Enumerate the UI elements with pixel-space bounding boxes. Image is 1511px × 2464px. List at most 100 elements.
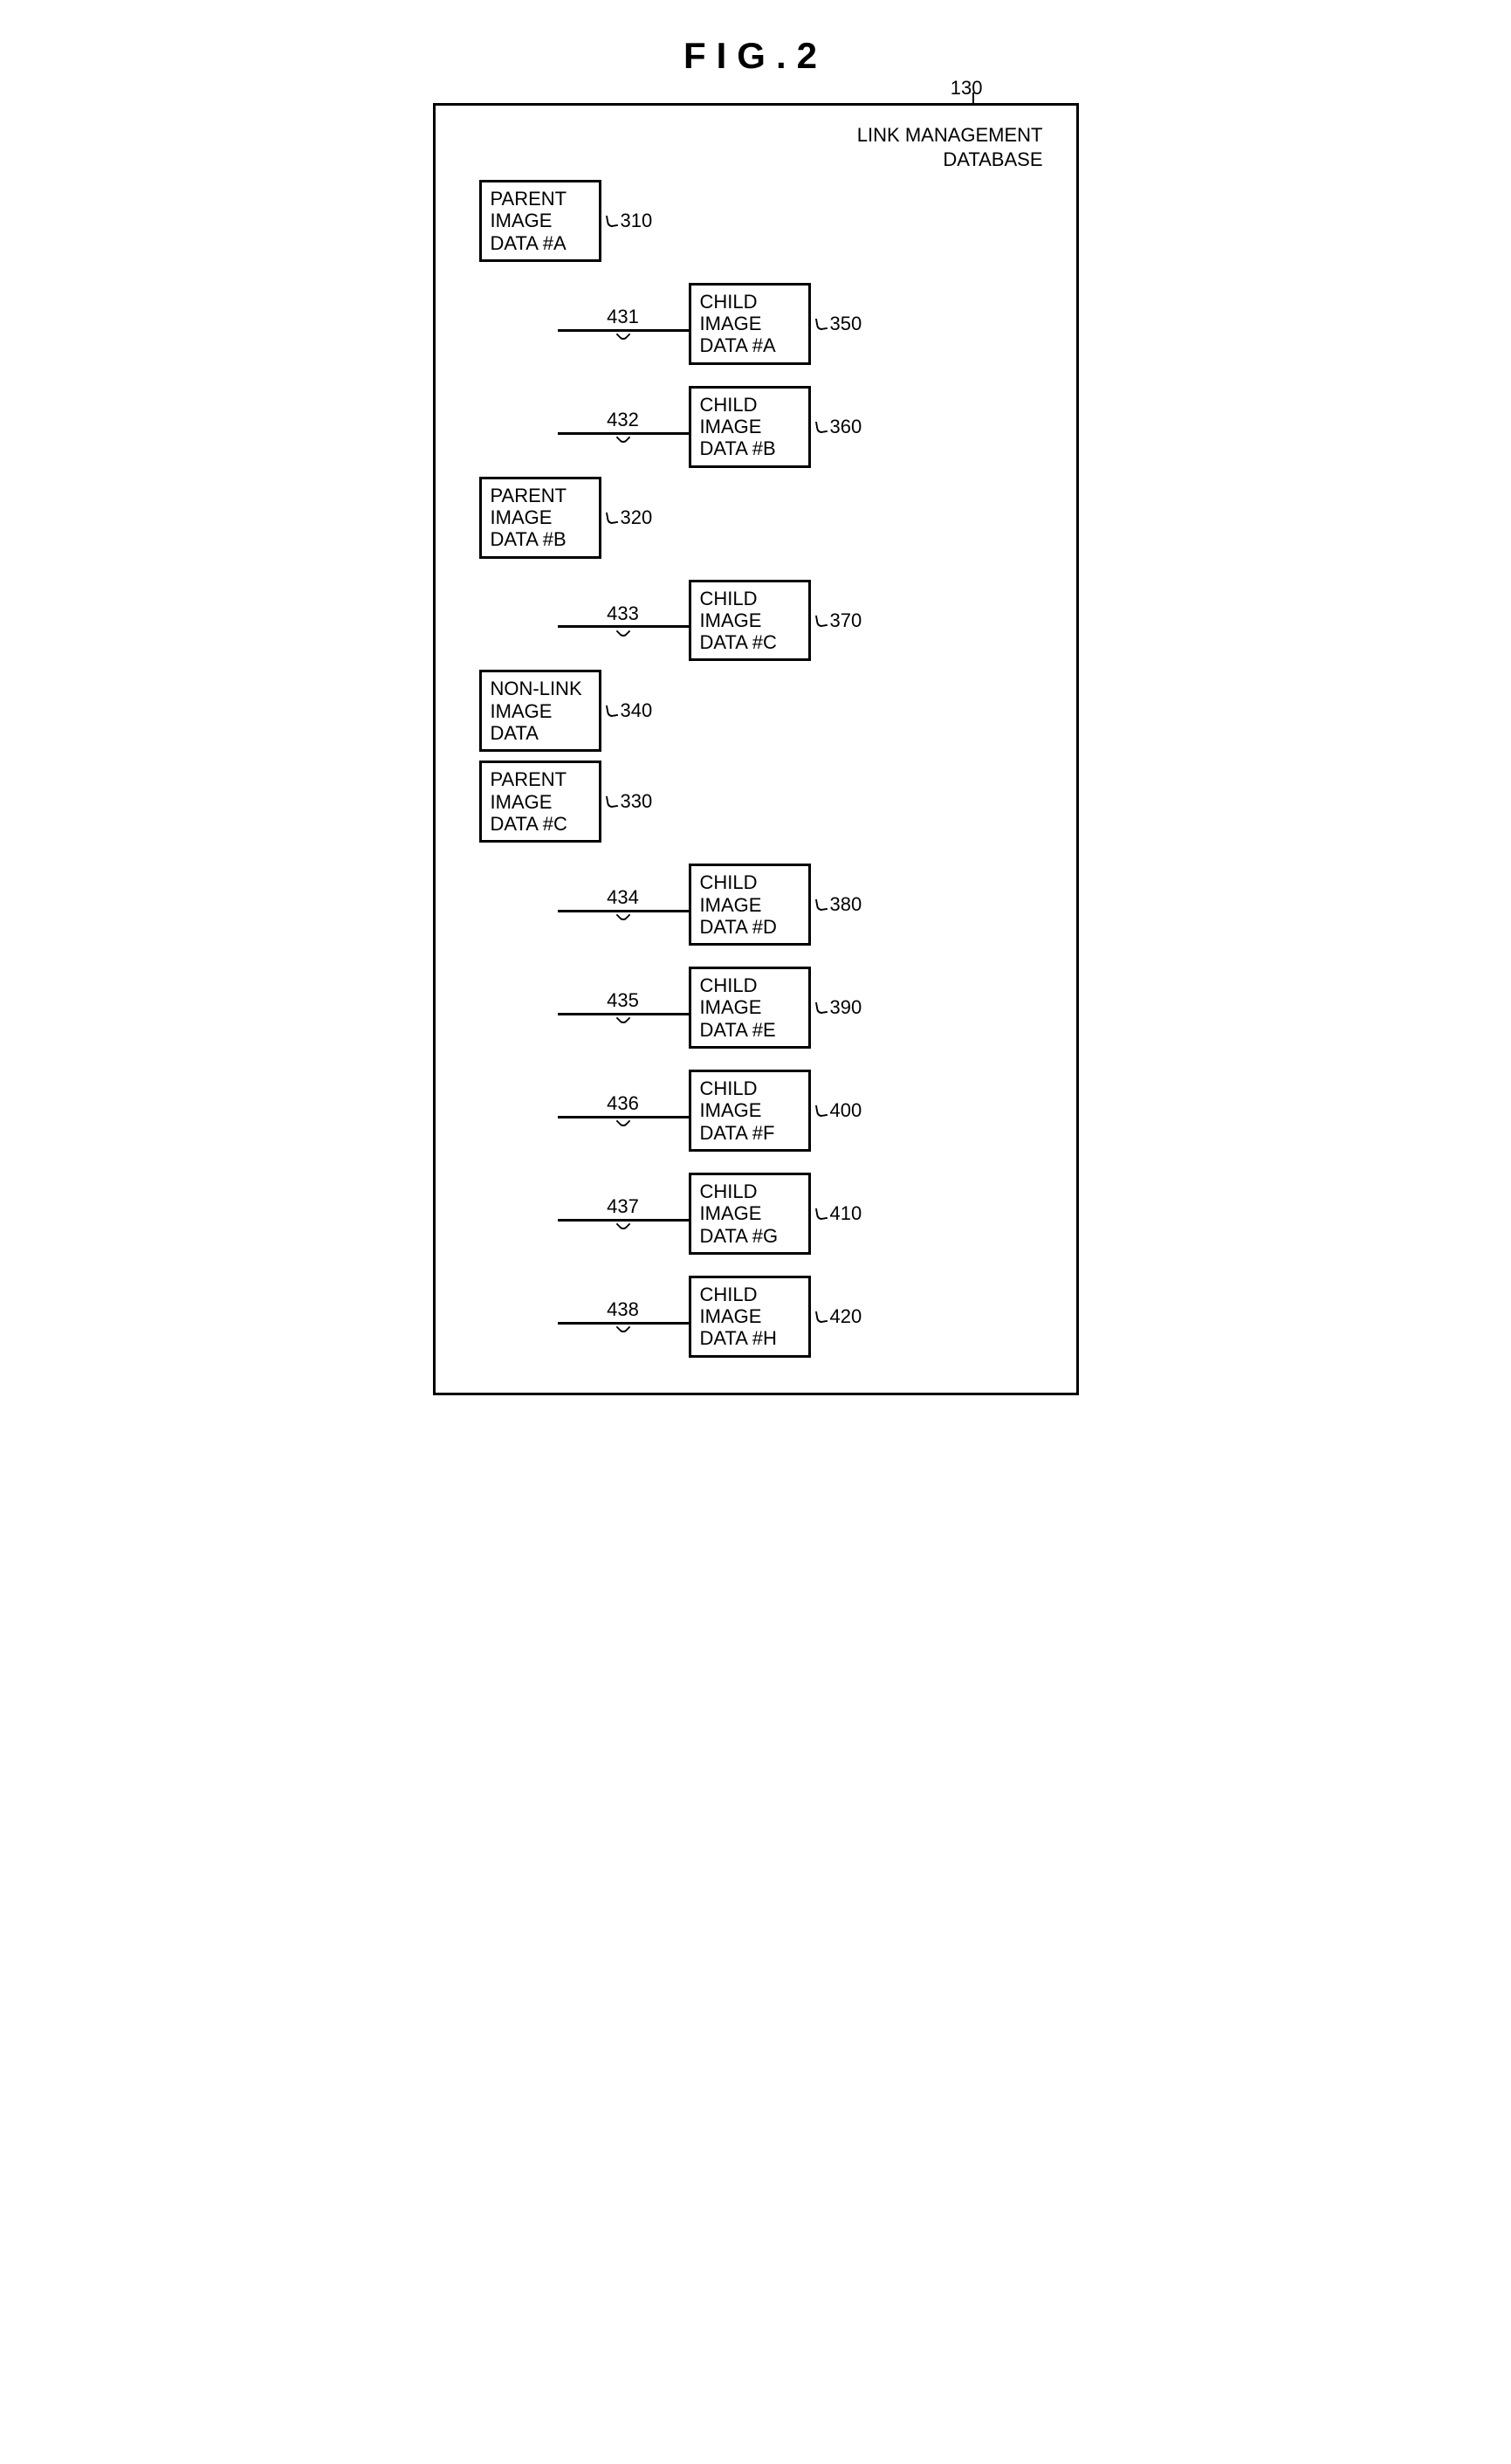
- link-label-wrap: 437: [558, 1202, 689, 1225]
- groups-host: PARENTIMAGEDATA #A310431CHILDIMAGEDATA #…: [479, 180, 1050, 1358]
- child-node: CHILDIMAGEDATA #D: [689, 864, 811, 946]
- node-line: IMAGE: [700, 1305, 762, 1327]
- parent-row: PARENTIMAGEDATA #B 320: [479, 477, 1050, 559]
- link-label-wrap: 432: [558, 416, 689, 438]
- node-line: IMAGE: [700, 894, 762, 916]
- link-ref: 435: [607, 989, 639, 1011]
- link-ref: 436: [607, 1092, 639, 1114]
- child-ref: 420: [830, 1305, 862, 1328]
- child-row: 431CHILDIMAGEDATA #A350: [558, 262, 1050, 365]
- children-group: 434CHILDIMAGEDATA #D380435CHILDIMAGEDATA…: [558, 843, 1050, 1357]
- child-node: CHILDIMAGEDATA #F: [689, 1070, 811, 1152]
- link-ref: 438: [607, 1298, 639, 1320]
- parent-node: PARENTIMAGEDATA #B: [479, 477, 601, 559]
- node-line: IMAGE: [700, 609, 762, 631]
- node-line: NON-LINK: [491, 678, 582, 699]
- tree-group: PARENTIMAGEDATA #B320433CHILDIMAGEDATA #…: [479, 477, 1050, 662]
- link-ref: 437: [607, 1195, 639, 1217]
- child-ref: 360: [830, 416, 862, 438]
- node-line: IMAGE: [491, 700, 553, 722]
- node-line: DATA #B: [491, 528, 567, 550]
- child-row: 436CHILDIMAGEDATA #F400: [558, 1049, 1050, 1152]
- node-line: IMAGE: [700, 313, 762, 334]
- node-line: DATA #C: [700, 631, 777, 653]
- link-label-wrap: 431: [558, 313, 689, 335]
- node-line: IMAGE: [491, 791, 553, 813]
- diagram-container: 130 LINK MANAGEMENT DATABASE PARENTIMAGE…: [433, 103, 1079, 1395]
- children-group: 431CHILDIMAGEDATA #A350432CHILDIMAGEDATA…: [558, 262, 1050, 468]
- child-row: 435CHILDIMAGEDATA #E390: [558, 946, 1050, 1049]
- link-label-wrap: 436: [558, 1099, 689, 1122]
- node-line: CHILD: [700, 588, 758, 609]
- node-line: CHILD: [700, 1077, 758, 1099]
- parent-ref: 310: [621, 210, 653, 232]
- link-label-wrap: 438: [558, 1305, 689, 1328]
- node-line: IMAGE: [491, 506, 553, 528]
- link-ref: 434: [607, 886, 639, 908]
- node-line: DATA #A: [491, 232, 567, 254]
- parent-node: PARENTIMAGEDATA #A: [479, 180, 601, 262]
- tree-group: NON-LINKIMAGEDATA 340: [479, 670, 1050, 752]
- node-line: IMAGE: [491, 210, 553, 231]
- child-ref: 350: [830, 313, 862, 335]
- parent-ref: 330: [621, 790, 653, 813]
- parent-ref: 340: [621, 699, 653, 722]
- child-row: 432CHILDIMAGEDATA #B360: [558, 365, 1050, 468]
- node-line: DATA #B: [700, 437, 776, 459]
- node-line: DATA #E: [700, 1019, 776, 1041]
- node-line: IMAGE: [700, 1099, 762, 1121]
- parent-row: PARENTIMAGEDATA #C 330: [479, 761, 1050, 843]
- node-line: CHILD: [700, 1284, 758, 1305]
- node-line: PARENT: [491, 188, 567, 210]
- database-title: LINK MANAGEMENT DATABASE: [479, 123, 1050, 171]
- database-ref: 130: [951, 77, 983, 100]
- database-box: LINK MANAGEMENT DATABASE PARENTIMAGEDATA…: [433, 103, 1079, 1395]
- node-line: CHILD: [700, 974, 758, 996]
- child-node: CHILDIMAGEDATA #E: [689, 967, 811, 1049]
- node-line: CHILD: [700, 871, 758, 893]
- database-title-line1: LINK MANAGEMENT: [857, 124, 1043, 146]
- parent-node: PARENTIMAGEDATA #C: [479, 761, 601, 843]
- node-line: IMAGE: [700, 1202, 762, 1224]
- node-line: DATA #C: [491, 813, 567, 835]
- node-line: CHILD: [700, 394, 758, 416]
- parent-row: NON-LINKIMAGEDATA 340: [479, 670, 1050, 752]
- child-ref: 380: [830, 893, 862, 916]
- parent-ref: 320: [621, 506, 653, 529]
- node-line: IMAGE: [700, 416, 762, 437]
- parent-node: NON-LINKIMAGEDATA: [479, 670, 601, 752]
- child-ref: 370: [830, 609, 862, 632]
- child-ref: 400: [830, 1099, 862, 1122]
- tree-group: PARENTIMAGEDATA #A310431CHILDIMAGEDATA #…: [479, 180, 1050, 468]
- link-label-wrap: 435: [558, 996, 689, 1019]
- child-ref: 390: [830, 996, 862, 1019]
- child-node: CHILDIMAGEDATA #C: [689, 580, 811, 662]
- node-line: DATA #D: [700, 916, 777, 938]
- children-group: 433CHILDIMAGEDATA #C370: [558, 559, 1050, 662]
- node-line: DATA #A: [700, 334, 776, 356]
- link-ref: 433: [607, 602, 639, 624]
- child-node: CHILDIMAGEDATA #A: [689, 283, 811, 365]
- figure-title: FIG.2: [17, 35, 1494, 77]
- child-node: CHILDIMAGEDATA #H: [689, 1276, 811, 1358]
- link-label-wrap: 434: [558, 893, 689, 916]
- parent-row: PARENTIMAGEDATA #A 310: [479, 180, 1050, 262]
- node-line: DATA: [491, 722, 539, 744]
- child-row: 437CHILDIMAGEDATA #G410: [558, 1152, 1050, 1255]
- child-row: 433CHILDIMAGEDATA #C370: [558, 559, 1050, 662]
- child-node: CHILDIMAGEDATA #G: [689, 1173, 811, 1255]
- node-line: IMAGE: [700, 996, 762, 1018]
- child-node: CHILDIMAGEDATA #B: [689, 386, 811, 468]
- node-line: DATA #F: [700, 1122, 775, 1144]
- database-title-line2: DATABASE: [943, 148, 1042, 170]
- link-label-wrap: 433: [558, 609, 689, 632]
- node-line: CHILD: [700, 1180, 758, 1202]
- link-ref: 432: [607, 409, 639, 430]
- child-row: 438CHILDIMAGEDATA #H420: [558, 1255, 1050, 1358]
- child-row: 434CHILDIMAGEDATA #D380: [558, 843, 1050, 946]
- child-ref: 410: [830, 1202, 862, 1225]
- link-ref: 431: [607, 306, 639, 327]
- node-line: PARENT: [491, 485, 567, 506]
- node-line: PARENT: [491, 768, 567, 790]
- node-line: DATA #G: [700, 1225, 779, 1247]
